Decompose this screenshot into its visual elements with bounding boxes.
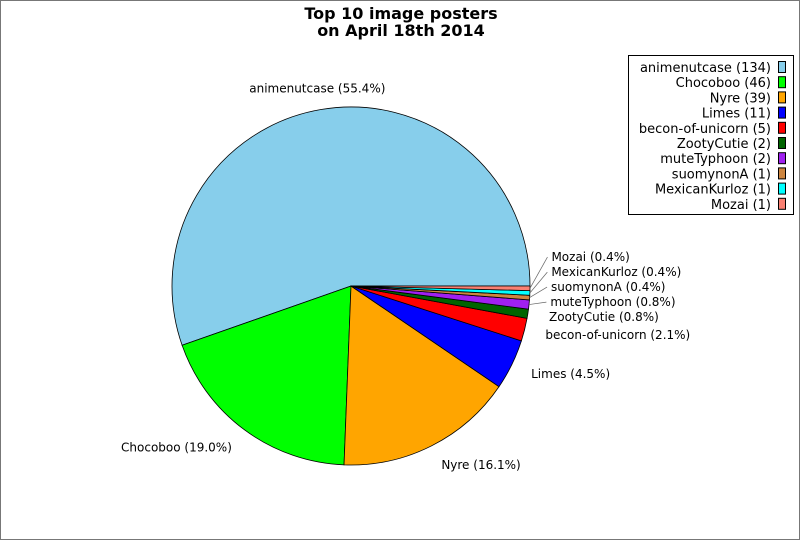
legend-swatch-Mozai xyxy=(778,197,786,210)
legend-swatch-Chocoboo xyxy=(778,76,786,89)
legend-swatch-ZootyCutie xyxy=(778,137,786,149)
slice-label-Chocoboo: Chocoboo (19.0%) xyxy=(121,440,232,454)
pie-slice-Nyre xyxy=(343,285,500,466)
slice-label-animenutcase: animenutcase (55.4%) xyxy=(249,81,385,95)
legend-swatch-Nyre xyxy=(778,91,786,104)
legend-label-muteTyphoon: muteTyphoon (2) xyxy=(660,152,771,167)
leader-line-MexicanKurloz xyxy=(529,271,548,294)
legend-swatch-Limes xyxy=(778,106,786,119)
slice-label-Mozai: Mozai (0.4%) xyxy=(551,250,629,264)
legend-label-Mozai: Mozai (1) xyxy=(711,198,771,213)
legend-swatch-muteTyphoon xyxy=(778,152,786,165)
chart-title-line-1: Top 10 image posters xyxy=(304,4,497,23)
slice-label-suomynonA: suomynonA (0.4%) xyxy=(551,280,665,294)
legend-label-ZootyCutie: ZootyCutie (2) xyxy=(677,137,771,152)
leader-line-muteTyphoon xyxy=(528,301,547,305)
leader-line-Mozai xyxy=(529,256,548,289)
slice-label-MexicanKurloz: MexicanKurloz (0.4%) xyxy=(551,265,681,279)
legend-label-Limes: Limes (11) xyxy=(702,107,771,122)
legend-swatch-becon-of-unicorn xyxy=(778,121,786,134)
chart-title-line-2: on April 18th 2014 xyxy=(317,21,485,40)
legend-swatch-suomynonA xyxy=(778,167,786,180)
legend-swatch-animenutcase xyxy=(778,61,786,73)
pie-slice-Chocoboo xyxy=(181,285,352,466)
legend: animenutcase (134)Chocoboo (46)Nyre (39)… xyxy=(628,55,794,215)
legend-label-Nyre: Nyre (39) xyxy=(710,91,771,106)
leader-line-suomynonA xyxy=(529,286,548,298)
slice-label-becon-of-unicorn: becon-of-unicorn (2.1%) xyxy=(545,328,690,342)
legend-label-becon-of-unicorn: becon-of-unicorn (5) xyxy=(639,122,771,137)
slice-label-Limes: Limes (4.5%) xyxy=(531,367,610,381)
legend-label-Chocoboo: Chocoboo (46) xyxy=(676,76,771,91)
legend-swatch-MexicanKurloz xyxy=(778,182,786,195)
slice-label-muteTyphoon: muteTyphoon (0.8%) xyxy=(550,295,675,309)
legend-label-animenutcase: animenutcase (134) xyxy=(640,61,771,76)
legend-box xyxy=(628,55,794,215)
slice-label-ZootyCutie: ZootyCutie (0.8%) xyxy=(549,310,659,324)
legend-label-suomynonA: suomynonA (1) xyxy=(672,167,771,182)
legend-label-MexicanKurloz: MexicanKurloz (1) xyxy=(655,183,771,198)
slice-label-Nyre: Nyre (16.1%) xyxy=(441,458,520,472)
